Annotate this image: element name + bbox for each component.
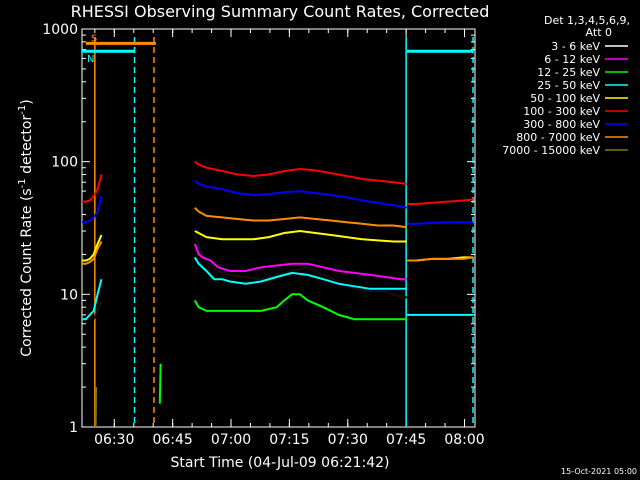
series-line xyxy=(193,234,407,299)
x-tick-label: 07:15 xyxy=(269,432,309,448)
y-tick-label: 100 xyxy=(51,155,78,171)
series-line xyxy=(194,206,408,229)
legend-label: 50 - 100 keV xyxy=(530,92,600,105)
series-line xyxy=(194,229,407,243)
legend-label: 3 - 6 keV xyxy=(551,40,600,53)
x-tick-label: 07:30 xyxy=(328,432,368,448)
legend-label: 100 - 300 keV xyxy=(523,105,600,118)
vertical-markers xyxy=(94,37,474,427)
series-lines xyxy=(82,160,474,428)
y-axis-label: Corrected Count Rate (s-1 detector-1) xyxy=(17,99,35,356)
x-axis-title: Start Time (04-Jul-09 06:21:42) xyxy=(170,455,389,471)
legend-label: 25 - 50 keV xyxy=(537,79,600,92)
y-tick-label: 1 xyxy=(69,420,78,436)
y-tick-label: 10 xyxy=(60,287,78,303)
x-tick-label: 06:30 xyxy=(94,432,134,448)
legend-label: 800 - 7000 keV xyxy=(516,131,600,144)
legend-header-attenuator: Att 0 xyxy=(586,26,612,39)
series-line xyxy=(406,198,474,205)
y-axis-title: Corrected Count Rate (s-1 detector-1) xyxy=(17,99,35,356)
flag-label: S xyxy=(91,33,97,44)
series-line xyxy=(406,256,474,262)
x-tick-label: 06:45 xyxy=(152,432,192,448)
legend-label: 6 - 12 keV xyxy=(544,53,600,66)
axis-ticks: 06:30 06:45 07:00 07:15 07:30 07:45 08:00 1 10 10… xyxy=(42,22,484,448)
series-line xyxy=(194,179,408,209)
series-line xyxy=(158,363,162,404)
series-line xyxy=(82,278,103,321)
series-line xyxy=(193,243,407,281)
series-line xyxy=(193,293,407,321)
footer-date: 15-Oct-2021 05:00 xyxy=(561,467,637,476)
chart-title: RHESSI Observing Summary Count Rates, Co… xyxy=(71,2,490,21)
series-line xyxy=(82,195,103,224)
legend-header-detectors: Det 1,3,4,5,6,9, xyxy=(544,14,630,27)
series-line xyxy=(92,300,103,320)
plot-frame xyxy=(81,28,476,428)
series-line xyxy=(82,174,103,203)
legend-label: 7000 - 15000 keV xyxy=(502,144,600,157)
series-line xyxy=(194,160,408,185)
y-tick-label: 1000 xyxy=(42,22,78,38)
legend-label: 300 - 800 keV xyxy=(523,118,600,131)
series-line xyxy=(406,221,474,225)
series-line xyxy=(82,241,103,265)
flag-label: N xyxy=(87,54,94,65)
series-line xyxy=(82,234,103,262)
x-tick-label: 08:00 xyxy=(444,432,484,448)
x-tick-label: 07:00 xyxy=(211,432,251,448)
flag-bars: SN xyxy=(82,33,474,65)
legend-label: 12 - 25 keV xyxy=(537,66,600,79)
plot-border xyxy=(81,28,476,428)
x-tick-label: 07:45 xyxy=(386,432,426,448)
series-line xyxy=(193,256,407,290)
